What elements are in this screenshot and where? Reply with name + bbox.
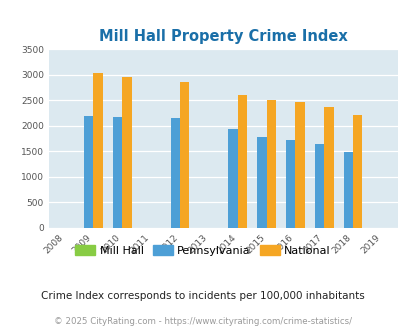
Bar	[352, 115, 362, 228]
Bar	[228, 129, 237, 228]
Title: Mill Hall Property Crime Index: Mill Hall Property Crime Index	[99, 29, 347, 44]
Bar	[343, 152, 352, 228]
Bar	[295, 102, 304, 228]
Bar	[113, 117, 122, 228]
Bar	[257, 137, 266, 228]
Bar	[324, 107, 333, 228]
Bar	[314, 144, 324, 228]
Bar	[84, 116, 93, 228]
Text: Crime Index corresponds to incidents per 100,000 inhabitants: Crime Index corresponds to incidents per…	[41, 291, 364, 301]
Bar	[171, 118, 179, 228]
Text: © 2025 CityRating.com - https://www.cityrating.com/crime-statistics/: © 2025 CityRating.com - https://www.city…	[54, 317, 351, 326]
Bar	[237, 95, 246, 228]
Bar	[179, 82, 189, 228]
Bar	[122, 77, 131, 228]
Bar	[266, 100, 275, 228]
Legend: Mill Hall, Pennsylvania, National: Mill Hall, Pennsylvania, National	[71, 241, 334, 260]
Bar	[93, 73, 102, 228]
Bar	[286, 140, 295, 228]
